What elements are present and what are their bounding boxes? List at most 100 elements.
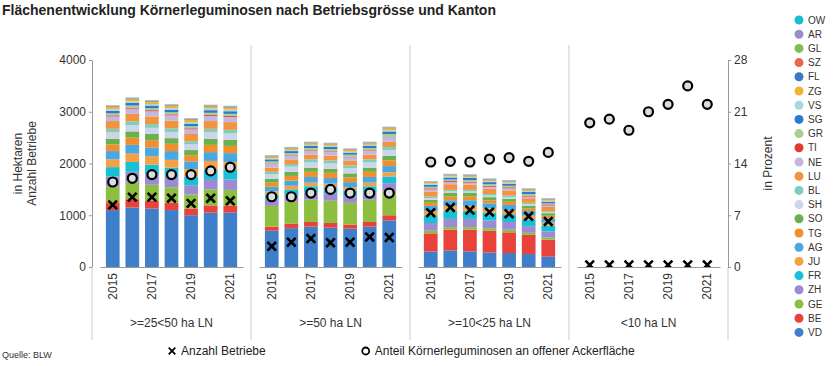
bar [184,209,198,216]
bar [502,181,516,182]
bar [284,172,298,176]
bar [541,205,555,207]
bar [443,190,457,192]
tick: 2021 [223,273,237,300]
bar-series [106,162,555,231]
bar [304,168,318,172]
bar [125,99,139,101]
axis: 07142128 [728,53,748,274]
bar [343,168,357,173]
bar [443,197,457,201]
tick-label: 28 [734,53,748,67]
bar [424,187,438,189]
axis-line [419,267,562,268]
bar [522,203,536,205]
marker-x [426,208,435,217]
bar [324,201,338,223]
legend-label: AG [808,242,823,253]
bar [265,155,279,156]
bar [463,178,477,180]
bar [265,157,279,159]
bar [502,197,516,199]
bar [204,205,218,212]
bar [204,107,218,109]
legend-item: SO [795,213,823,224]
bar [165,160,179,168]
bar [184,129,198,134]
legend-item: BE [795,313,822,324]
marker-x [346,238,355,247]
legend: Anzahl BetriebeAnteil Körnerleguminosen … [169,344,635,358]
legend-item: Anteil Körnerleguminosen an offener Acke… [362,344,635,358]
bar [443,230,457,251]
x-axis: 2015201720192021 [101,268,244,300]
marker-x [167,194,176,203]
bar [363,142,377,143]
bar-series [106,131,555,215]
tick: 28 [728,53,748,67]
bar [541,212,555,213]
tick: 0 [728,260,741,274]
bar [165,128,179,132]
bar [284,164,298,167]
bar [463,191,477,193]
bar [541,198,555,199]
bar [204,152,218,161]
bar [223,140,237,146]
bar [324,144,338,145]
bar [522,204,536,206]
bar [204,106,218,108]
bar [502,180,516,181]
marker-o [524,157,533,166]
legend-label: SZ [808,57,821,68]
legend-swatch [795,314,804,323]
bar [304,142,318,143]
bar [106,116,120,121]
bar [165,105,179,107]
bar [502,196,516,198]
bar [483,186,497,187]
bar [106,111,120,114]
bar [184,144,198,150]
marker-o [585,118,594,127]
bar [265,164,279,168]
bar [463,219,477,227]
marker-x [385,233,394,242]
marker-o [346,189,355,198]
marker-x [226,196,235,205]
legend-item: AG [795,242,823,253]
bar [165,138,179,144]
bar [483,182,497,184]
bar [522,189,536,191]
bar [463,175,477,177]
legend-item: FR [795,270,822,281]
tick-label: 2021 [382,273,396,300]
tick: 2015 [583,273,597,300]
bar [125,207,139,267]
marker-x [605,261,614,267]
legend-item: JU [795,256,821,267]
legend-item: ZH [795,284,822,295]
tick: 21 [728,105,748,119]
bar [343,148,357,149]
bar [106,159,120,167]
bar [424,181,438,183]
bar [363,183,377,187]
x-axis: 2015201720192021 [578,268,721,300]
bar [463,177,477,178]
tick: 3000 [59,105,92,119]
bar [363,145,377,146]
bar-series [106,101,555,201]
bar [165,151,179,160]
bar [382,150,396,156]
legend-label: SH [808,199,822,210]
bar [324,149,338,151]
legend-swatch [795,143,804,152]
bar [223,153,237,162]
legend-item: VD [795,327,822,338]
tick: 2000 [59,157,92,171]
bar [541,226,555,232]
bar [204,213,218,267]
bar [223,110,237,112]
bar [343,153,357,155]
